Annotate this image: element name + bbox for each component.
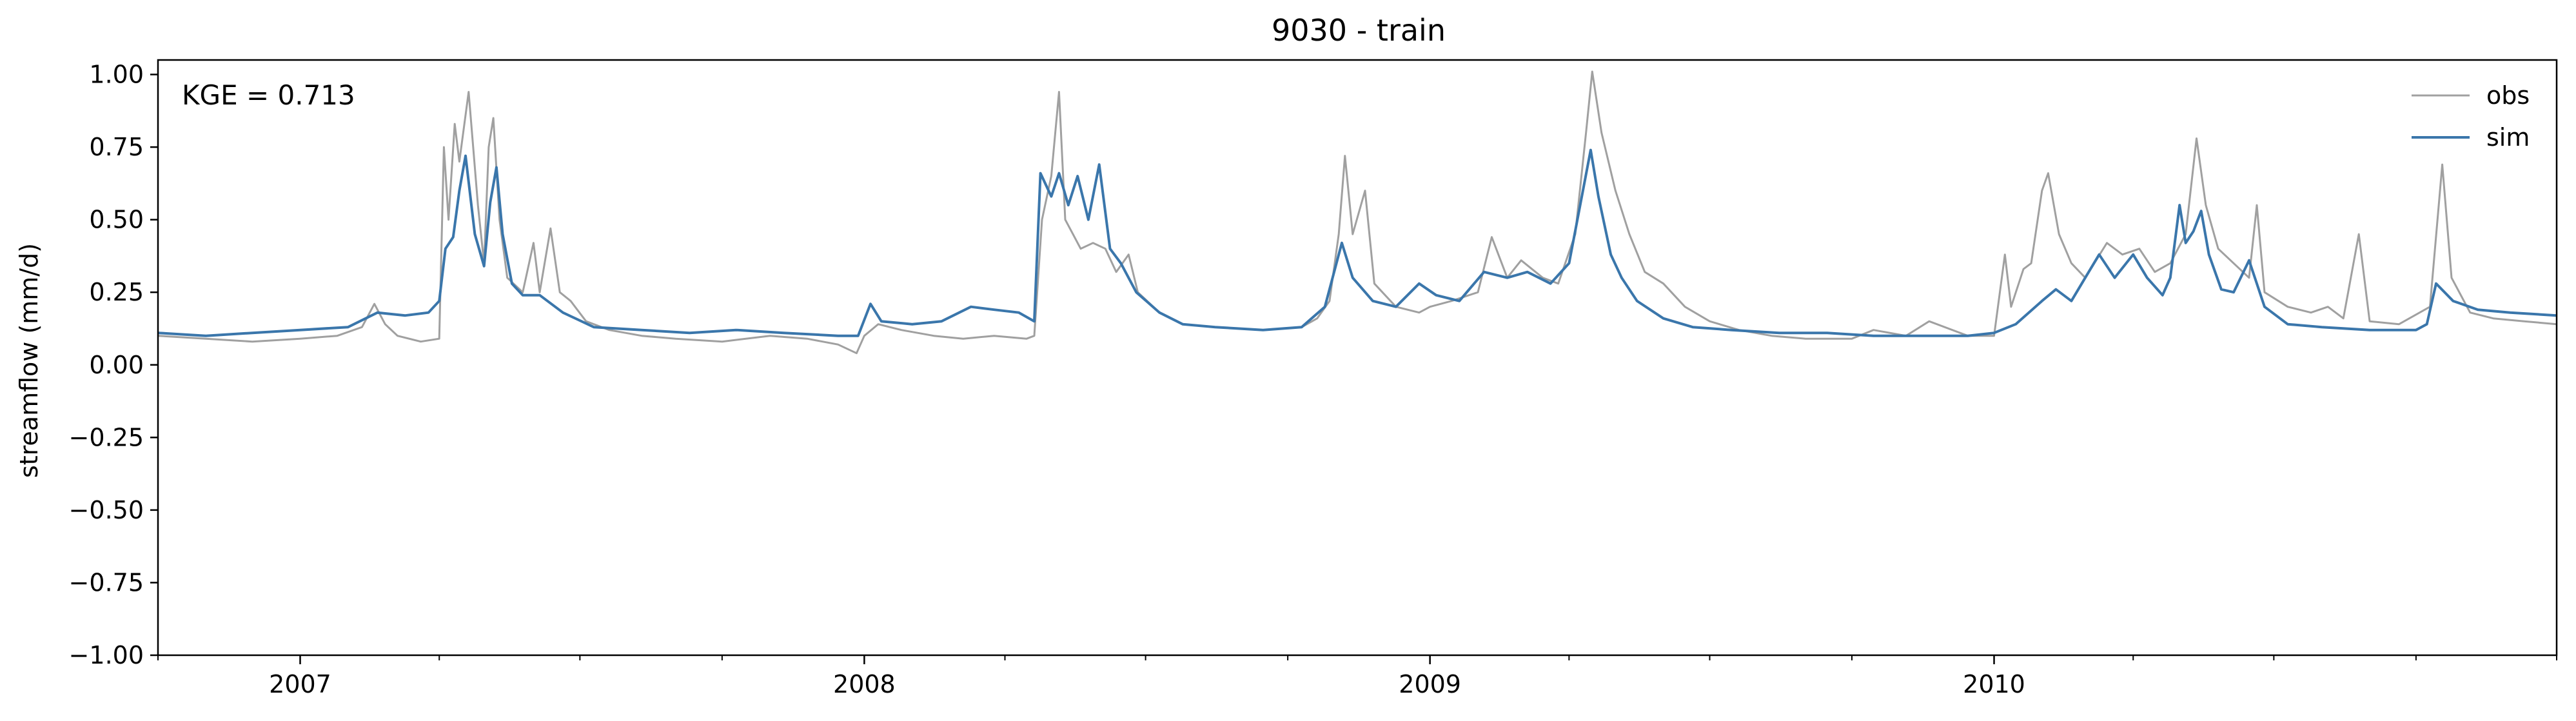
legend-label-sim: sim xyxy=(2486,123,2530,152)
legend: obs sim xyxy=(2412,81,2530,152)
kge-annotation: KGE = 0.713 xyxy=(182,79,355,111)
y-tick-label: −0.75 xyxy=(69,568,144,597)
y-axis-label: streamflow (mm/d) xyxy=(15,243,43,478)
series-layer xyxy=(158,70,2557,355)
y-tick-label: 0.00 xyxy=(89,351,144,379)
x-tick-label: 2009 xyxy=(1399,670,1461,698)
y-tick-label: −0.25 xyxy=(69,423,144,451)
y-tick-label: 1.00 xyxy=(89,61,144,89)
x-tick-label: 2010 xyxy=(1963,670,2025,698)
series-line-sim xyxy=(158,148,2557,337)
y-tick-label: 0.25 xyxy=(89,278,144,306)
x-tick-label: 2008 xyxy=(833,670,896,698)
legend-label-obs: obs xyxy=(2486,81,2530,110)
y-tick-label: −1.00 xyxy=(69,641,144,669)
x-axis-ticks: 2007 2008 2009 2010 xyxy=(157,655,2557,698)
y-axis-ticks: 1.00 0.75 0.50 0.25 0.00 −0.25 −0.50 −0.75 −1.00 xyxy=(69,61,158,669)
y-tick-label: −0.50 xyxy=(69,496,144,524)
series-line-obs xyxy=(158,70,2557,355)
chart-title: 9030 - train xyxy=(1272,13,1446,48)
plot-area xyxy=(158,60,2557,655)
plot-background xyxy=(158,60,2557,655)
x-tick-label: 2007 xyxy=(269,670,331,698)
y-tick-label: 0.50 xyxy=(89,206,144,234)
plot-frame xyxy=(157,59,2558,657)
y-tick-label: 0.75 xyxy=(89,133,144,161)
